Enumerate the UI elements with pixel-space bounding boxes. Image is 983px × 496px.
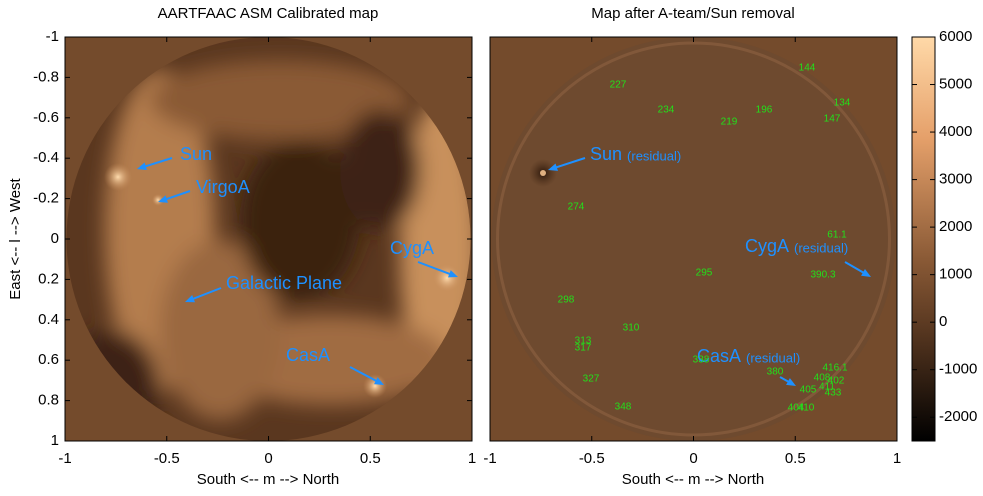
annotation-note: (residual) bbox=[746, 350, 800, 365]
annotation: CygA bbox=[745, 236, 789, 256]
source-label: 317 bbox=[575, 343, 592, 354]
x-tick-label: 1 bbox=[468, 450, 476, 467]
source-label: 219 bbox=[721, 117, 738, 128]
source-label: 227 bbox=[610, 80, 627, 91]
colorbar-tick-label: 2000 bbox=[939, 218, 972, 235]
source-label: 348 bbox=[615, 402, 632, 413]
colorbar-tick-label: 5000 bbox=[939, 75, 972, 92]
source-label: 380 bbox=[767, 367, 784, 378]
source-label: 298 bbox=[558, 295, 575, 306]
source-label: 134 bbox=[834, 98, 851, 109]
x-tick-label: 0 bbox=[689, 450, 697, 467]
colorbar-tick-label: 0 bbox=[939, 313, 947, 330]
x-tick-label: -1 bbox=[483, 450, 496, 467]
colorbar-tick-label: 3000 bbox=[939, 171, 972, 188]
y-tick-label: -1 bbox=[46, 28, 59, 45]
source-label: 410 bbox=[798, 403, 815, 414]
source-label: 310 bbox=[623, 323, 640, 334]
x-tick-label: -0.5 bbox=[579, 450, 605, 467]
colorbar-tick-label: 6000 bbox=[939, 28, 972, 45]
x-axis-label: South <-- m --> North bbox=[197, 471, 340, 488]
y-tick-label: 0.8 bbox=[38, 392, 59, 409]
annotation: CygA bbox=[390, 238, 434, 258]
source-label: 405 bbox=[800, 385, 817, 396]
source-label: 144 bbox=[799, 63, 816, 74]
y-tick-label: -0.8 bbox=[33, 68, 59, 85]
x-tick-label: -1 bbox=[58, 450, 71, 467]
x-axis-label: South <-- m --> North bbox=[622, 471, 765, 488]
x-tick-label: 0.5 bbox=[360, 450, 381, 467]
y-tick-label: 0 bbox=[51, 230, 59, 247]
y-axis-label: East <-- l --> West bbox=[7, 177, 24, 299]
colorbar bbox=[912, 37, 935, 441]
figure: AARTFAAC ASM Calibrated map Map after A-… bbox=[0, 0, 983, 491]
y-tick-label: 0.4 bbox=[38, 311, 59, 328]
annotation: CasA bbox=[286, 345, 330, 365]
annotation-note: (residual) bbox=[627, 148, 681, 163]
colorbar-tick-label: 4000 bbox=[939, 123, 972, 140]
y-tick-label: 1 bbox=[51, 432, 59, 449]
source-label: 234 bbox=[658, 105, 675, 116]
source-label: 196 bbox=[756, 105, 773, 116]
y-tick-label: -0.2 bbox=[33, 190, 59, 207]
annotation: Galactic Plane bbox=[226, 273, 342, 293]
source-label: 433 bbox=[825, 388, 842, 399]
annotation: Sun bbox=[180, 144, 212, 164]
x-tick-label: 1 bbox=[893, 450, 901, 467]
y-tick-label: -0.4 bbox=[33, 149, 59, 166]
source-label: 390.3 bbox=[810, 270, 835, 281]
x-tick-label: -0.5 bbox=[154, 450, 180, 467]
colorbar-tick-label: -2000 bbox=[939, 408, 977, 425]
annotation: Sun bbox=[590, 144, 622, 164]
y-tick-label: 0.6 bbox=[38, 351, 59, 368]
x-tick-label: 0 bbox=[264, 450, 272, 467]
source-label: 147 bbox=[824, 114, 841, 125]
source-label: 274 bbox=[568, 202, 585, 213]
x-tick-label: 0.5 bbox=[785, 450, 806, 467]
source-label: 61.1 bbox=[827, 230, 847, 241]
panel-title: AARTFAAC ASM Calibrated map bbox=[158, 5, 379, 22]
annotation-note: (residual) bbox=[794, 240, 848, 255]
source-label: 338 bbox=[693, 355, 710, 366]
y-tick-label: 0.2 bbox=[38, 270, 59, 287]
colorbar-tick-label: 1000 bbox=[939, 266, 972, 283]
colorbar-tick-label: -1000 bbox=[939, 361, 977, 378]
y-tick-label: -0.6 bbox=[33, 109, 59, 126]
source-label: 295 bbox=[696, 268, 713, 279]
annotation: VirgoA bbox=[196, 177, 250, 197]
panel-title: Map after A-team/Sun removal bbox=[591, 5, 794, 22]
source-label: 327 bbox=[583, 374, 600, 385]
